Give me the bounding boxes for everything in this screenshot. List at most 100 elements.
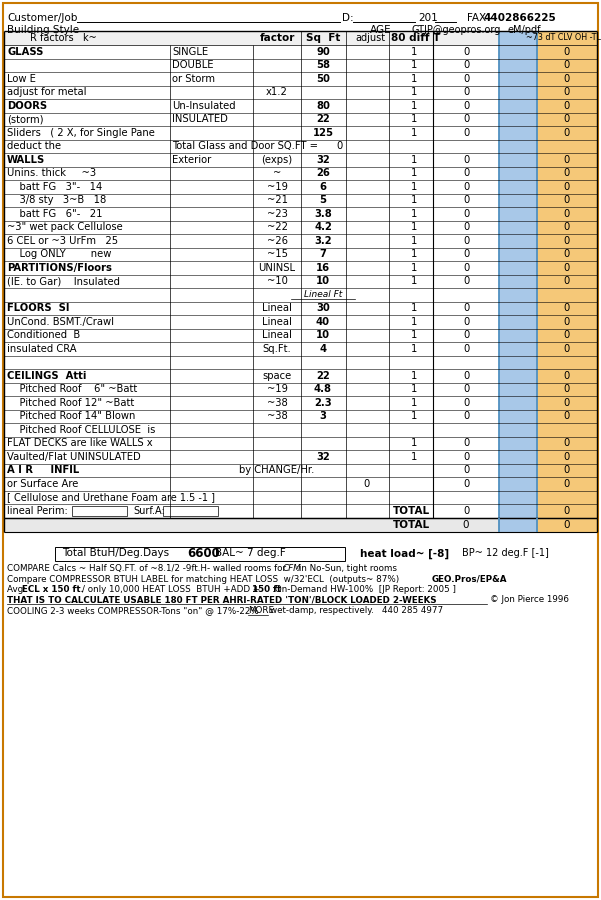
Text: FLAT DECKS are like WALLS x: FLAT DECKS are like WALLS x xyxy=(7,438,153,448)
Text: 0: 0 xyxy=(463,384,469,394)
Text: 0: 0 xyxy=(463,155,469,165)
Text: THAT IS TO CALCULATE USABLE 180 FT PER AHRI-RATED 'TON'/BLOCK LOADED 2-WEEKS: THAT IS TO CALCULATE USABLE 180 FT PER A… xyxy=(7,596,436,605)
Text: ~21: ~21 xyxy=(266,195,287,205)
Text: 22: 22 xyxy=(316,371,330,381)
Text: :On-Demand HW-100%  [JP Report: 2005 ]: :On-Demand HW-100% [JP Report: 2005 ] xyxy=(272,585,456,594)
Text: 1: 1 xyxy=(411,452,417,462)
Text: GLASS: GLASS xyxy=(7,47,43,57)
Text: eM/pdf: eM/pdf xyxy=(508,25,542,35)
Text: 0: 0 xyxy=(564,236,570,246)
Text: 0: 0 xyxy=(463,465,469,475)
Text: COOLING 2-3 weeks COMPRESSOR-Tons "on" @ 17%-22%: COOLING 2-3 weeks COMPRESSOR-Tons "on" @… xyxy=(7,606,261,615)
Text: 0: 0 xyxy=(564,330,570,340)
Text: CEILINGS  Atti: CEILINGS Atti xyxy=(7,371,87,381)
Text: Total BtuH/Deg.Days: Total BtuH/Deg.Days xyxy=(62,548,169,559)
Text: R factors   k~: R factors k~ xyxy=(30,33,97,43)
Text: 0: 0 xyxy=(564,506,570,516)
Text: (storm): (storm) xyxy=(7,114,43,124)
Text: TOTAL: TOTAL xyxy=(392,519,430,529)
Text: 3.8: 3.8 xyxy=(314,209,332,219)
Text: 0: 0 xyxy=(564,128,570,138)
Text: 0: 0 xyxy=(463,479,469,489)
Text: ~19: ~19 xyxy=(266,384,287,394)
Text: 1: 1 xyxy=(411,101,417,111)
Text: 6 CEL or ~3 UrFm   25: 6 CEL or ~3 UrFm 25 xyxy=(7,236,118,246)
Text: 1: 1 xyxy=(411,87,417,97)
Text: 0: 0 xyxy=(564,87,570,97)
Text: 0: 0 xyxy=(564,249,570,259)
Text: 150 ft: 150 ft xyxy=(252,585,281,594)
Text: 22: 22 xyxy=(316,114,330,124)
Text: ECL x 150 ft.: ECL x 150 ft. xyxy=(22,585,84,594)
Text: ~: ~ xyxy=(273,168,281,178)
Text: 1: 1 xyxy=(411,411,417,421)
Text: 4: 4 xyxy=(320,344,326,354)
Text: 0: 0 xyxy=(564,398,570,408)
Text: A I R     INFIL: A I R INFIL xyxy=(7,465,79,475)
Text: 1: 1 xyxy=(411,371,417,381)
Text: WALLS: WALLS xyxy=(7,155,45,165)
Text: 0: 0 xyxy=(463,74,469,84)
Text: 30: 30 xyxy=(316,303,330,313)
Bar xyxy=(163,506,218,516)
Text: 0: 0 xyxy=(463,506,469,516)
Text: Building Style: Building Style xyxy=(7,25,79,35)
Text: 10: 10 xyxy=(316,276,330,286)
Text: 0: 0 xyxy=(564,114,570,124)
Text: 3/8 sty   3~B   18: 3/8 sty 3~B 18 xyxy=(7,195,106,205)
Text: 32: 32 xyxy=(316,155,330,165)
Text: PARTITIONS/Floors: PARTITIONS/Floors xyxy=(7,263,112,273)
Text: 80: 80 xyxy=(316,101,330,111)
Text: 0: 0 xyxy=(463,344,469,354)
Text: Sliders   ( 2 X, for Single Pane: Sliders ( 2 X, for Single Pane xyxy=(7,128,155,138)
Text: Log ONLY        new: Log ONLY new xyxy=(7,249,111,259)
Text: COMPARE Calcs ~ Half SQ.FT. of ~8.1/2 -9ft.H- walled rooms for: COMPARE Calcs ~ Half SQ.FT. of ~8.1/2 -9… xyxy=(7,564,289,573)
Text: 0: 0 xyxy=(564,479,570,489)
Text: Pitched Roof 12" ~Batt: Pitched Roof 12" ~Batt xyxy=(7,398,134,408)
Text: 0: 0 xyxy=(564,438,570,448)
Text: GEO.Pros/EP&A: GEO.Pros/EP&A xyxy=(432,574,507,583)
Text: 10: 10 xyxy=(316,330,330,340)
Bar xyxy=(499,31,537,45)
Text: 5: 5 xyxy=(320,195,326,205)
Text: 90: 90 xyxy=(316,47,330,57)
Text: 4.2: 4.2 xyxy=(314,222,332,232)
Text: space: space xyxy=(263,371,291,381)
Text: Lineal: Lineal xyxy=(262,317,292,327)
Text: 125: 125 xyxy=(313,128,334,138)
Text: 0: 0 xyxy=(564,465,570,475)
Text: 1: 1 xyxy=(411,209,417,219)
Text: ~19: ~19 xyxy=(266,182,287,192)
Text: CFM: CFM xyxy=(283,564,302,573)
Text: 16: 16 xyxy=(316,263,330,273)
Bar xyxy=(4,518,597,532)
Text: 1: 1 xyxy=(411,128,417,138)
Text: Unins. thick     ~3: Unins. thick ~3 xyxy=(7,168,96,178)
Text: 1: 1 xyxy=(411,182,417,192)
Text: INSULATED: INSULATED xyxy=(172,114,228,124)
Bar xyxy=(4,31,597,45)
Text: 1: 1 xyxy=(411,249,417,259)
Text: 0: 0 xyxy=(564,60,570,70)
Text: or Surface Are: or Surface Are xyxy=(7,479,78,489)
Text: 0: 0 xyxy=(564,209,570,219)
Text: 0: 0 xyxy=(564,74,570,84)
Text: 4.8: 4.8 xyxy=(314,384,332,394)
Text: 58: 58 xyxy=(316,60,330,70)
Text: 0: 0 xyxy=(463,87,469,97)
Text: Conditioned  B: Conditioned B xyxy=(7,330,81,340)
Text: 0: 0 xyxy=(564,384,570,394)
Text: Compare COMPRESSOR BTUH LABEL for matching HEAT LOSS  w/32'ECL  (outputs~ 87%): Compare COMPRESSOR BTUH LABEL for matchi… xyxy=(7,574,404,583)
Text: batt FG   6"-   21: batt FG 6"- 21 xyxy=(7,209,103,219)
Text: Lineal: Lineal xyxy=(262,330,292,340)
Text: 0: 0 xyxy=(463,47,469,57)
Text: Lineal Ft: Lineal Ft xyxy=(304,290,342,299)
Text: 0: 0 xyxy=(463,222,469,232)
Text: 0: 0 xyxy=(463,182,469,192)
Text: 0: 0 xyxy=(564,452,570,462)
Text: 1: 1 xyxy=(411,344,417,354)
Text: 32: 32 xyxy=(316,452,330,462)
Text: 1: 1 xyxy=(411,276,417,286)
Text: 0: 0 xyxy=(564,195,570,205)
Text: 1: 1 xyxy=(411,74,417,84)
